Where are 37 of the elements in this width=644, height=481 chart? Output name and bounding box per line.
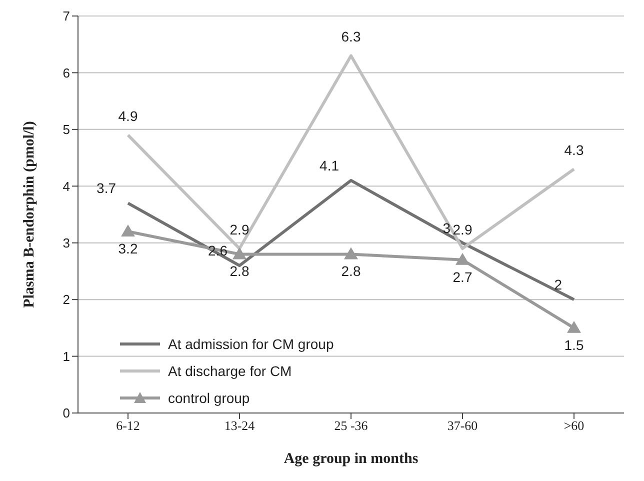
data-label: 1.5 xyxy=(564,336,584,353)
x-tick-label: 37-60 xyxy=(447,418,478,434)
y-axis-title: Plasma B-endorphin (pmol/l) xyxy=(21,121,38,308)
legend-label: At discharge for CM xyxy=(168,362,292,378)
y-tick-label: 5 xyxy=(62,122,70,138)
y-tick-label: 0 xyxy=(62,406,70,421)
data-label: 4.1 xyxy=(320,157,340,174)
data-label: 3 xyxy=(442,220,451,236)
point xyxy=(344,247,358,260)
y-tick-label: 7 xyxy=(62,8,70,24)
data-label: 2.9 xyxy=(230,222,250,238)
x-tick-label: 25 -36 xyxy=(334,418,368,434)
point xyxy=(567,320,581,333)
point xyxy=(456,252,470,265)
point xyxy=(121,224,135,237)
data-label: 4.9 xyxy=(118,108,138,124)
x-tick-label: >60 xyxy=(564,418,584,434)
legend-label: At admission for CM group xyxy=(168,336,334,352)
legend-label: control group xyxy=(168,390,250,406)
y-tick-label: 3 xyxy=(62,235,70,250)
y-tick-label: 6 xyxy=(62,65,70,80)
data-label: 6.3 xyxy=(341,28,361,45)
y-tick-label: 2 xyxy=(62,292,70,308)
point xyxy=(232,247,246,260)
data-label: 3.7 xyxy=(96,180,116,196)
data-label: 2 xyxy=(554,276,562,293)
x-tick-label: 13-24 xyxy=(224,418,256,434)
y-tick-label: 1 xyxy=(62,348,70,364)
data-label: 3.2 xyxy=(118,240,138,257)
x-tick-label: 6-12 xyxy=(116,418,140,434)
y-tick-label: 4 xyxy=(62,178,70,194)
data-label: 2.8 xyxy=(341,263,361,280)
data-label: 2.9 xyxy=(452,222,472,238)
data-label: 4.3 xyxy=(564,142,584,158)
data-label: 2.7 xyxy=(452,268,472,285)
data-label: 2.8 xyxy=(230,263,250,280)
x-axis-title: Age group in months xyxy=(284,451,418,467)
